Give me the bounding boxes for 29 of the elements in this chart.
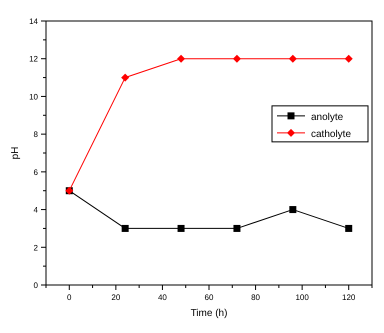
y-tick-label: 4: [34, 206, 39, 215]
y-tick-label: 12: [29, 54, 39, 64]
x-tick-label: 120: [342, 293, 356, 302]
x-tick-label: 40: [158, 293, 168, 302]
point: [288, 54, 297, 63]
x-axis-title: Time (h): [190, 308, 228, 319]
point: [289, 206, 296, 214]
y-tick-label: 0: [34, 281, 39, 290]
y-tick-label: 10: [29, 92, 39, 102]
x-tick-label: 0: [67, 293, 72, 302]
x-tick-label: 20: [111, 293, 121, 302]
y-tick-label: 14: [29, 17, 39, 26]
point: [178, 224, 185, 232]
point: [233, 224, 240, 232]
y-tick-label: 2: [34, 243, 39, 252]
point: [232, 54, 241, 63]
point: [121, 74, 130, 82]
point: [177, 54, 186, 63]
y-tick-label: 6: [34, 168, 39, 177]
x-tick-label: 80: [251, 293, 261, 302]
y-tick-label: 8: [34, 130, 39, 140]
point: [345, 224, 352, 232]
legend-label: catholyte: [311, 128, 352, 140]
point: [344, 54, 353, 63]
x-tick-label: 100: [295, 293, 310, 302]
legend-label: anolyte: [311, 112, 344, 123]
point: [122, 224, 129, 232]
y-axis-title: pH: [10, 146, 21, 160]
x-tick-label: 60: [204, 293, 214, 302]
